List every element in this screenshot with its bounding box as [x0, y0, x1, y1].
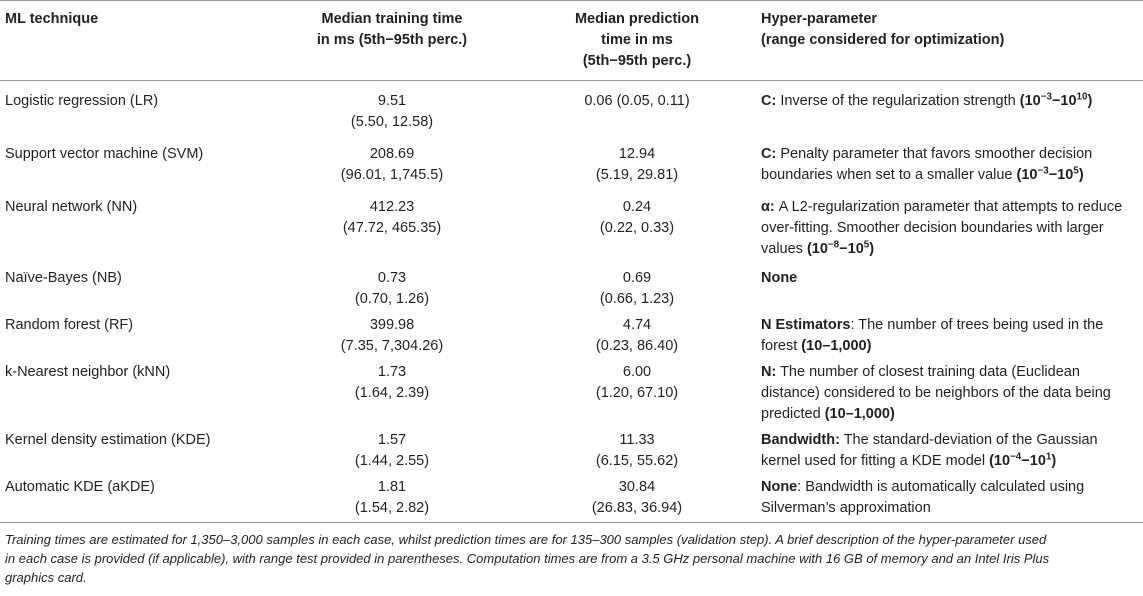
header-training-time: Median training time in ms (5th−95th per…	[316, 11, 468, 48]
cell-training-time: 9.51 (5.50, 12.58)	[350, 93, 434, 130]
cell-prediction-time: 0.24 (0.22, 0.33)	[599, 199, 675, 236]
cell-hyper-parameter: N Estimators: The number of trees being …	[761, 317, 1104, 354]
cell-prediction-time: 30.84 (26.83, 36.94)	[591, 479, 683, 516]
table-top-rule	[0, 0, 1143, 1]
cell-training-time: 0.73 (0.70, 1.26)	[354, 270, 430, 307]
cell-training-time: 1.73 (1.64, 2.39)	[354, 364, 430, 401]
cell-hyper-parameter: α: A L2-regularization parameter that at…	[761, 199, 1123, 257]
cell-hyper-parameter: C: Penalty parameter that favors smoothe…	[761, 146, 1093, 183]
cell-prediction-time: 0.06 (0.05, 0.11)	[584, 93, 690, 109]
cell-prediction-time: 4.74 (0.23, 86.40)	[595, 317, 679, 354]
cell-training-time: 412.23 (47.72, 465.35)	[342, 199, 442, 236]
table-footnote: Training times are estimated for 1,350–3…	[5, 532, 1050, 585]
cell-technique: Logistic regression (LR)	[5, 93, 159, 109]
cell-prediction-time: 12.94 (5.19, 29.81)	[595, 146, 679, 183]
header-ml-technique: ML technique	[5, 11, 99, 27]
header-hyper-parameter: Hyper-parameter (range considered for op…	[761, 11, 1005, 48]
table-bottom-rule	[0, 522, 1143, 523]
cell-hyper-parameter: N: The number of closest training data (…	[761, 364, 1111, 422]
cell-training-time: 1.81 (1.54, 2.82)	[354, 479, 430, 516]
cell-technique: Automatic KDE (aKDE)	[5, 479, 155, 495]
header-prediction-time: Median prediction time in ms (5th−95th p…	[574, 11, 700, 69]
cell-hyper-parameter: Bandwidth: The standard-deviation of the…	[761, 432, 1098, 469]
cell-hyper-parameter: None: Bandwidth is automatically calcula…	[761, 479, 1085, 516]
header-bottom-rule	[0, 80, 1143, 81]
cell-training-time: 1.57 (1.44, 2.55)	[354, 432, 430, 469]
cell-prediction-time: 11.33 (6.15, 55.62)	[595, 432, 679, 469]
cell-training-time: 399.98 (7.35, 7,304.26)	[340, 317, 444, 354]
cell-hyper-parameter: C: Inverse of the regularization strengt…	[761, 91, 1093, 109]
cell-prediction-time: 0.69 (0.66, 1.23)	[599, 270, 675, 307]
cell-technique: Random forest (RF)	[5, 317, 134, 333]
cell-technique: Kernel density estimation (KDE)	[5, 432, 211, 448]
cell-technique: Naïve-Bayes (NB)	[5, 270, 122, 286]
cell-technique: Support vector machine (SVM)	[5, 146, 204, 162]
cell-hyper-parameter: None	[761, 270, 798, 286]
cell-prediction-time: 6.00 (1.20, 67.10)	[595, 364, 679, 401]
cell-technique: Neural network (NN)	[5, 199, 138, 215]
cell-training-time: 208.69 (96.01, 1,745.5)	[340, 146, 444, 183]
cell-technique: k-Nearest neighbor (kNN)	[5, 364, 171, 380]
